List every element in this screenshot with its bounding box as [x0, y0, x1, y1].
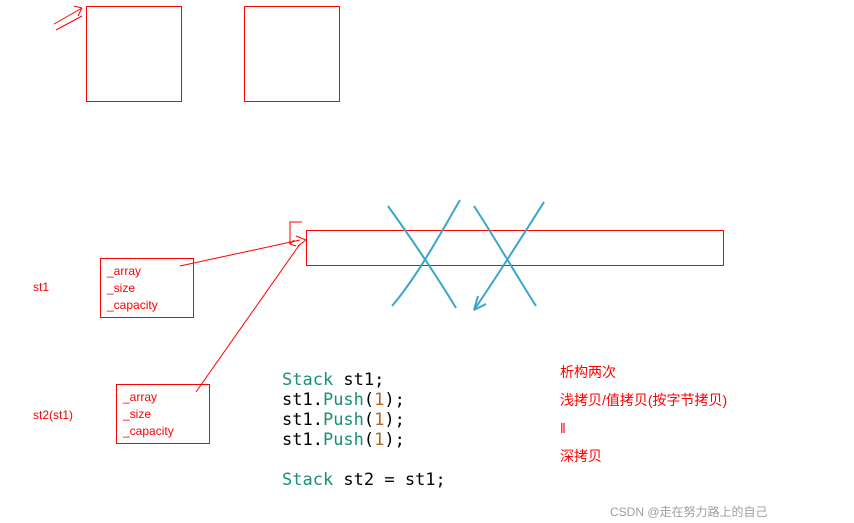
st2-label: st2(st1) — [33, 408, 73, 422]
top-box-1 — [86, 6, 182, 102]
heap-entry-tick — [288, 220, 314, 250]
top-box-2 — [244, 6, 340, 102]
note-line-2: ‖ — [560, 414, 727, 442]
code-line-4 — [282, 450, 292, 470]
code-line-1: st1.Push(1); — [282, 390, 405, 410]
note-line-0: 析构两次 — [560, 358, 727, 386]
note-line-1: 浅拷贝/值拷贝(按字节拷贝) — [560, 386, 727, 414]
st2-member-size: _size — [123, 406, 203, 423]
st1-box: _array _size _capacity — [100, 258, 194, 318]
notes-block: 析构两次 浅拷贝/值拷贝(按字节拷贝) ‖ 深拷贝 — [560, 358, 727, 470]
code-line-2: st1.Push(1); — [282, 410, 405, 430]
code-block: Stack st1; st1.Push(1); st1.Push(1); st1… — [282, 350, 446, 490]
st2-member-array: _array — [123, 389, 203, 406]
code-line-5: Stack st2 = st1; — [282, 470, 446, 490]
xx-scribble — [378, 188, 558, 318]
st1-label: st1 — [33, 280, 49, 294]
st1-member-capacity: _capacity — [107, 297, 187, 314]
st2-member-capacity: _capacity — [123, 423, 203, 440]
note-line-3: 深拷贝 — [560, 442, 727, 470]
st1-member-array: _array — [107, 263, 187, 280]
code-line-3: st1.Push(1); — [282, 430, 405, 450]
code-line-0: Stack st1; — [282, 370, 384, 390]
st1-member-size: _size — [107, 280, 187, 297]
footer-watermark: CSDN @走在努力路上的自己 — [610, 503, 768, 520]
st2-box: _array _size _capacity — [116, 384, 210, 444]
top-arrow-scribble — [52, 2, 94, 32]
